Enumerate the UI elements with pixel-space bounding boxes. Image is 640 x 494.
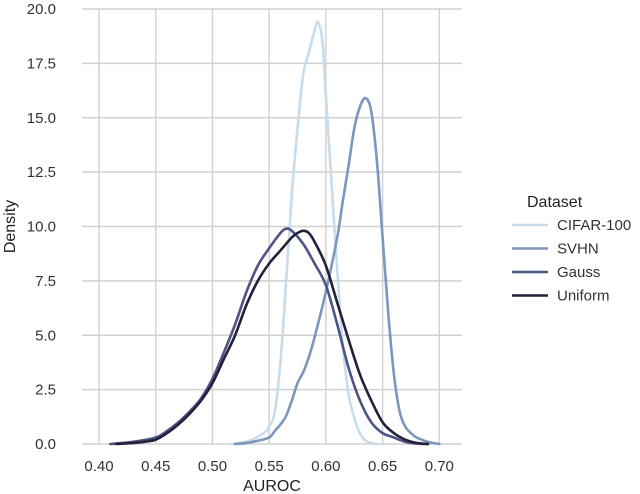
series-layer	[109, 20, 441, 446]
legend-label: SVHN	[557, 241, 599, 258]
x-tick-label: 0.40	[84, 458, 113, 475]
x-tick-label: 0.55	[255, 458, 284, 475]
x-tick-label: 0.70	[425, 458, 454, 475]
y-tick-label: 7.5	[35, 273, 56, 290]
y-tick-label: 15.0	[27, 110, 56, 127]
grid	[82, 8, 462, 445]
x-axis-label: AUROC	[243, 478, 301, 494]
y-axis-label: Density	[2, 200, 19, 253]
y-tick-label: 10.0	[27, 219, 56, 236]
y-tick-label: 12.5	[27, 164, 56, 181]
series-line-uniform	[114, 229, 430, 446]
legend-label: CIFAR-100	[557, 217, 631, 234]
tick-labels: 0.40 0.45 0.50 0.55 0.60 0.65 0.70 0.0 2.5 5.0 7.5…	[27, 1, 454, 475]
series-line-cifar-100	[228, 20, 379, 446]
series-line-gauss	[109, 227, 430, 446]
legend-label: Uniform	[557, 288, 610, 305]
legend-label: Gauss	[557, 264, 600, 281]
x-tick-label: 0.50	[198, 458, 227, 475]
x-tick-label: 0.60	[311, 458, 340, 475]
legend: Dataset CIFAR-100 SVHN Gauss Uniform	[512, 194, 631, 305]
y-tick-label: 0.0	[35, 436, 56, 453]
y-tick-label: 17.5	[27, 55, 56, 72]
x-tick-label: 0.45	[141, 458, 170, 475]
x-tick-label: 0.65	[368, 458, 397, 475]
legend-title: Dataset	[527, 194, 583, 211]
y-tick-label: 5.0	[35, 327, 56, 344]
y-tick-label: 20.0	[27, 1, 56, 18]
series-line-svhn	[233, 96, 441, 446]
y-tick-label: 2.5	[35, 382, 56, 399]
